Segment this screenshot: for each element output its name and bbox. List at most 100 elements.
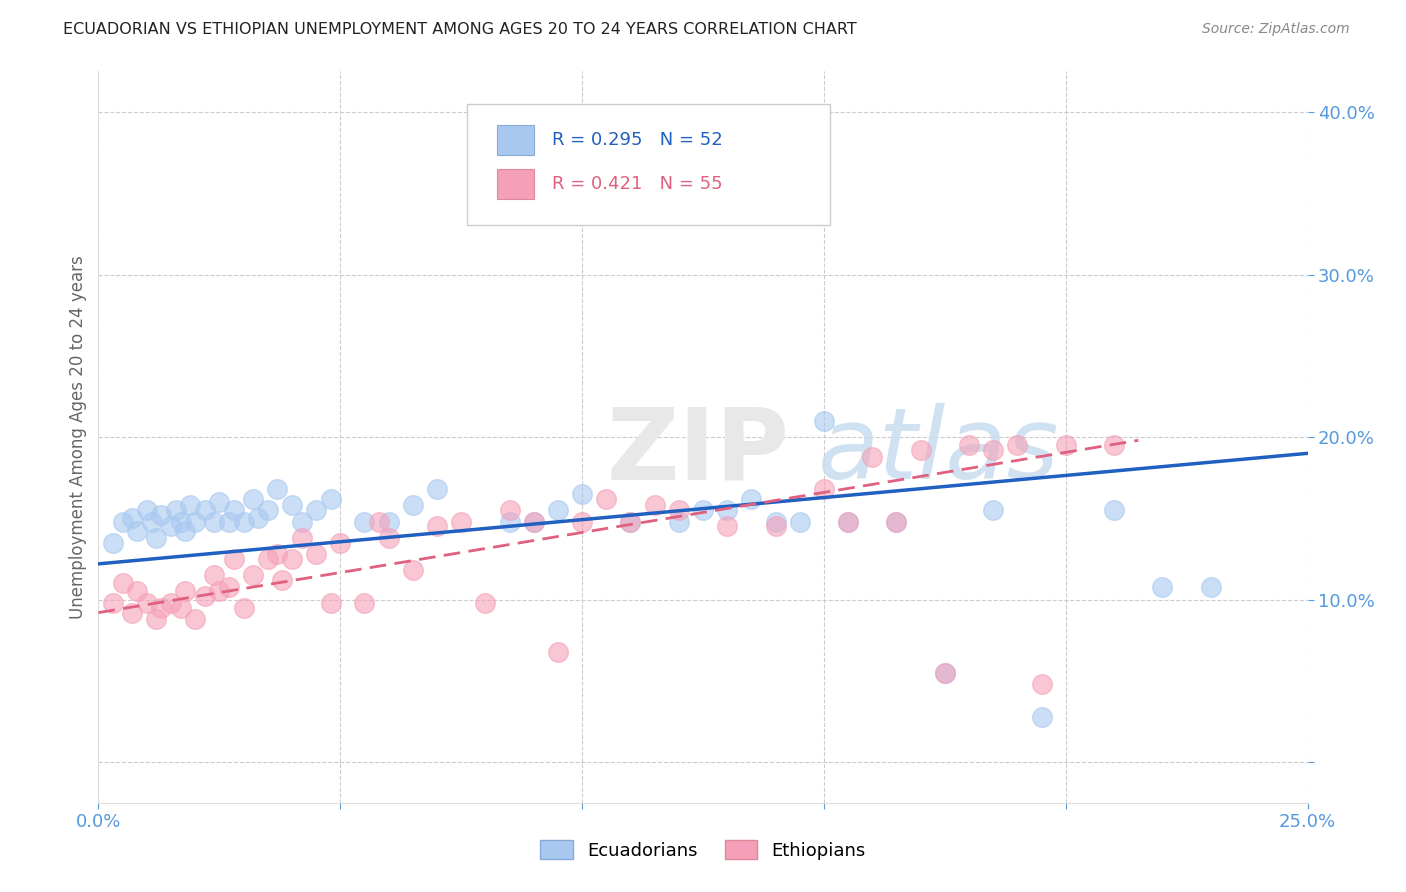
Point (305, 503, 328, 517)
Point (281, 499, 304, 513)
Point (145, 612, 167, 626)
Point (886, 515, 908, 529)
Point (127, 584, 149, 599)
Point (910, 443, 932, 458)
Point (353, 515, 375, 529)
Point (668, 503, 690, 517)
Point (740, 491, 762, 506)
Point (934, 665, 956, 680)
Point (1102, 438, 1125, 452)
Point (184, 515, 207, 529)
Point (547, 645, 569, 659)
Point (368, 515, 391, 529)
Legend: Ecuadorians, Ethiopians: Ecuadorians, Ethiopians (533, 833, 873, 867)
Point (474, 596, 496, 610)
Point (523, 515, 546, 529)
Point (789, 515, 811, 529)
Point (765, 519, 787, 533)
Point (127, 524, 149, 539)
Point (426, 482, 449, 496)
Text: Source: ZipAtlas.com: Source: ZipAtlas.com (1202, 22, 1350, 37)
Point (523, 515, 546, 529)
Text: atlas: atlas (818, 403, 1060, 500)
Point (981, 503, 1004, 517)
Point (981, 443, 1004, 458)
Point (256, 503, 278, 517)
Point (256, 552, 278, 566)
Point (860, 450, 883, 464)
Point (208, 495, 231, 509)
Point (290, 531, 312, 545)
Point (135, 596, 157, 610)
Point (242, 491, 264, 506)
Point (595, 491, 617, 506)
Point (837, 515, 859, 529)
Point (145, 531, 167, 545)
FancyBboxPatch shape (498, 125, 534, 155)
Point (290, 515, 312, 529)
Point (218, 515, 240, 529)
Point (319, 596, 342, 610)
Point (619, 515, 641, 529)
Point (222, 503, 245, 517)
Point (141, 515, 163, 529)
Point (271, 573, 294, 587)
Point (174, 584, 197, 599)
FancyBboxPatch shape (498, 169, 534, 199)
Point (169, 515, 191, 529)
Point (813, 482, 835, 496)
Point (204, 515, 226, 529)
Point (1031, 677, 1053, 691)
Point (179, 499, 201, 513)
Point (692, 503, 714, 517)
Point (232, 600, 254, 615)
Point (571, 487, 593, 501)
Point (247, 511, 270, 525)
Text: ZIP: ZIP (606, 403, 789, 500)
Point (934, 665, 956, 680)
Point (1007, 438, 1029, 452)
Point (329, 535, 352, 549)
Point (498, 503, 520, 517)
Point (886, 515, 908, 529)
Point (716, 519, 738, 533)
Text: R = 0.421   N = 55: R = 0.421 N = 55 (551, 175, 723, 193)
Point (765, 515, 787, 529)
Point (813, 414, 835, 428)
Point (377, 531, 399, 545)
Point (1054, 438, 1077, 452)
Point (194, 503, 217, 517)
Point (222, 552, 245, 566)
Point (160, 596, 183, 610)
Text: ECUADORIAN VS ETHIOPIAN UNEMPLOYMENT AMONG AGES 20 TO 24 YEARS CORRELATION CHART: ECUADORIAN VS ETHIOPIAN UNEMPLOYMENT AMO… (63, 22, 858, 37)
Point (426, 519, 449, 533)
Point (450, 515, 472, 529)
Point (232, 515, 254, 529)
Point (169, 600, 191, 615)
Point (121, 511, 143, 525)
Point (957, 438, 980, 452)
Point (402, 563, 425, 577)
Point (121, 606, 143, 620)
Point (353, 596, 375, 610)
Point (111, 515, 134, 529)
Point (204, 568, 226, 582)
Point (160, 519, 183, 533)
Point (174, 524, 197, 539)
FancyBboxPatch shape (467, 104, 830, 225)
Point (165, 503, 187, 517)
Text: R = 0.295   N = 52: R = 0.295 N = 52 (551, 131, 723, 149)
Point (644, 499, 666, 513)
Point (242, 568, 264, 582)
Point (218, 580, 240, 594)
Point (266, 547, 288, 561)
Point (377, 515, 399, 529)
Point (1102, 503, 1125, 517)
Point (194, 590, 217, 604)
Point (668, 515, 690, 529)
Point (150, 508, 173, 522)
Point (319, 491, 342, 506)
Point (837, 515, 859, 529)
Point (547, 503, 569, 517)
Point (498, 515, 520, 529)
